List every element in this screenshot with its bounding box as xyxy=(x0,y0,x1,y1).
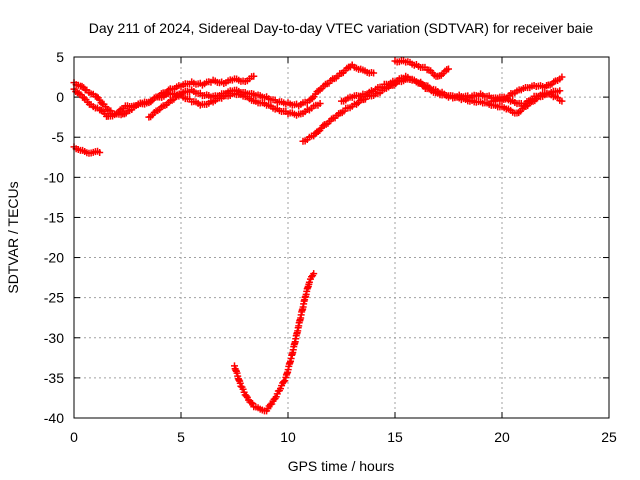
data-point xyxy=(370,69,378,77)
axis-ticks: 0 5 10 15 20 25 5 0 -5 -10 -15 -20 -25 -30 -35 -40 xyxy=(44,49,617,445)
data-point xyxy=(250,72,258,80)
data-point xyxy=(242,392,250,400)
x-tick-label: 20 xyxy=(494,429,510,445)
data-point xyxy=(556,87,564,95)
x-tick-label: 0 xyxy=(70,429,78,445)
data-point xyxy=(281,377,289,385)
plot-frame xyxy=(73,56,610,419)
chart-title: Day 211 of 2024, Sidereal Day-to-day VTE… xyxy=(89,20,594,36)
data-point xyxy=(445,65,452,73)
y-tick-label: 0 xyxy=(56,89,64,105)
data-point xyxy=(248,399,256,407)
data-point xyxy=(558,97,566,105)
y-tick-label: -40 xyxy=(44,410,64,426)
data-point xyxy=(96,148,104,156)
x-tick-label: 25 xyxy=(601,429,617,445)
data-point xyxy=(247,399,255,407)
series-track-10 xyxy=(348,61,378,77)
data-point xyxy=(310,270,318,278)
y-tick-label: -10 xyxy=(44,169,64,185)
y-tick-label: -15 xyxy=(44,209,64,225)
y-axis-label: SDTVAR / TECUs xyxy=(5,181,21,293)
series-track-11 xyxy=(487,89,566,110)
data-point xyxy=(558,73,566,81)
data-point xyxy=(319,122,327,130)
x-axis-label: GPS time / hours xyxy=(288,458,395,474)
y-tick-label: -35 xyxy=(44,370,64,386)
y-tick-label: -30 xyxy=(44,330,64,346)
data-point xyxy=(147,97,155,105)
x-tick-label: 5 xyxy=(177,429,185,445)
x-tick-label: 15 xyxy=(387,429,403,445)
series-track-2 xyxy=(145,61,356,121)
series-track-3 xyxy=(156,89,324,119)
y-tick-label: 5 xyxy=(56,49,64,65)
series-track-6 xyxy=(231,270,318,415)
data-point xyxy=(280,378,288,386)
data-point xyxy=(316,100,324,108)
series-track-9 xyxy=(391,57,452,80)
series-track-5 xyxy=(70,143,104,157)
y-tick-label: -25 xyxy=(44,290,64,306)
x-tick-label: 10 xyxy=(280,429,296,445)
y-tick-label: -20 xyxy=(44,250,64,266)
y-tick-label: -5 xyxy=(52,129,65,145)
grid xyxy=(74,57,609,418)
series-track-8 xyxy=(338,72,566,105)
plot-area xyxy=(70,57,566,415)
data-point xyxy=(305,278,313,286)
